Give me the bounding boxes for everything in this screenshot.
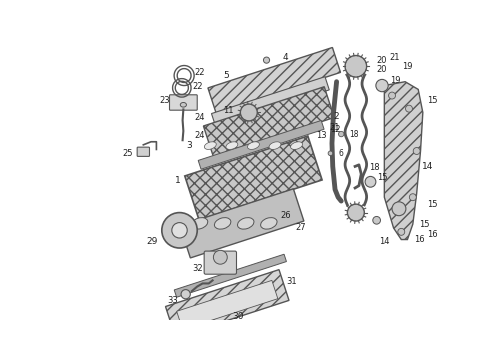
Ellipse shape <box>238 218 254 229</box>
Ellipse shape <box>269 142 281 149</box>
Ellipse shape <box>247 142 259 149</box>
Ellipse shape <box>365 176 376 187</box>
Text: 22: 22 <box>194 68 205 77</box>
Ellipse shape <box>339 131 344 137</box>
Ellipse shape <box>180 103 187 107</box>
Text: 24: 24 <box>194 113 205 122</box>
Ellipse shape <box>172 222 187 238</box>
Text: 33: 33 <box>167 296 178 305</box>
Ellipse shape <box>413 148 420 154</box>
Text: 15: 15 <box>377 174 387 183</box>
Text: 21: 21 <box>390 53 400 62</box>
Text: 15: 15 <box>427 201 438 210</box>
Ellipse shape <box>376 80 388 92</box>
Ellipse shape <box>328 151 333 156</box>
Bar <box>212 77 329 127</box>
Bar <box>208 48 341 113</box>
Ellipse shape <box>406 105 413 112</box>
Text: 14: 14 <box>422 162 433 171</box>
Ellipse shape <box>162 213 197 248</box>
FancyBboxPatch shape <box>170 95 197 110</box>
Text: 31: 31 <box>287 278 297 287</box>
Ellipse shape <box>181 289 190 299</box>
Ellipse shape <box>345 55 367 77</box>
Text: 15: 15 <box>419 220 430 229</box>
Text: 2: 2 <box>333 112 339 121</box>
Text: 3: 3 <box>187 141 193 150</box>
Bar <box>185 136 322 220</box>
Text: 5: 5 <box>223 71 229 80</box>
Ellipse shape <box>226 142 238 149</box>
Ellipse shape <box>241 104 257 121</box>
Bar <box>198 121 324 169</box>
Bar <box>174 254 287 297</box>
Text: 19: 19 <box>402 62 413 71</box>
Text: 16: 16 <box>415 235 425 244</box>
Text: 11: 11 <box>223 107 233 116</box>
Text: 25: 25 <box>122 149 133 158</box>
Text: 24: 24 <box>194 131 205 140</box>
Ellipse shape <box>261 218 277 229</box>
Ellipse shape <box>373 216 381 224</box>
Text: 20: 20 <box>377 56 387 65</box>
FancyBboxPatch shape <box>204 251 237 274</box>
Text: 29: 29 <box>146 237 157 246</box>
Text: 12: 12 <box>331 125 341 134</box>
Text: 26: 26 <box>280 211 291 220</box>
Ellipse shape <box>398 228 405 235</box>
FancyBboxPatch shape <box>137 147 149 156</box>
Text: 18: 18 <box>369 163 380 172</box>
Text: 14: 14 <box>379 237 390 246</box>
Ellipse shape <box>215 218 231 229</box>
Polygon shape <box>384 82 423 239</box>
Text: 15: 15 <box>427 96 438 105</box>
Ellipse shape <box>347 204 365 221</box>
Text: 1: 1 <box>175 176 181 185</box>
Ellipse shape <box>213 250 227 264</box>
Ellipse shape <box>392 202 406 216</box>
Text: 20: 20 <box>377 65 387 74</box>
Ellipse shape <box>264 57 270 63</box>
Text: 30: 30 <box>232 312 244 321</box>
Ellipse shape <box>389 92 395 99</box>
Text: 18: 18 <box>349 130 358 139</box>
Ellipse shape <box>191 218 208 229</box>
Text: 13: 13 <box>316 131 326 140</box>
Bar <box>177 280 278 330</box>
Text: 4: 4 <box>283 53 289 62</box>
Ellipse shape <box>291 142 302 149</box>
Bar <box>203 87 334 157</box>
Text: 27: 27 <box>296 224 306 233</box>
Text: 22: 22 <box>192 82 202 91</box>
Bar <box>180 189 304 258</box>
Text: 23: 23 <box>160 96 170 105</box>
Text: 6: 6 <box>339 149 343 158</box>
Text: 16: 16 <box>427 230 438 239</box>
Ellipse shape <box>409 194 416 201</box>
Ellipse shape <box>204 142 216 149</box>
Text: 32: 32 <box>192 264 202 273</box>
Bar <box>166 270 289 337</box>
Text: 21: 21 <box>329 123 340 132</box>
Text: 19: 19 <box>390 76 400 85</box>
